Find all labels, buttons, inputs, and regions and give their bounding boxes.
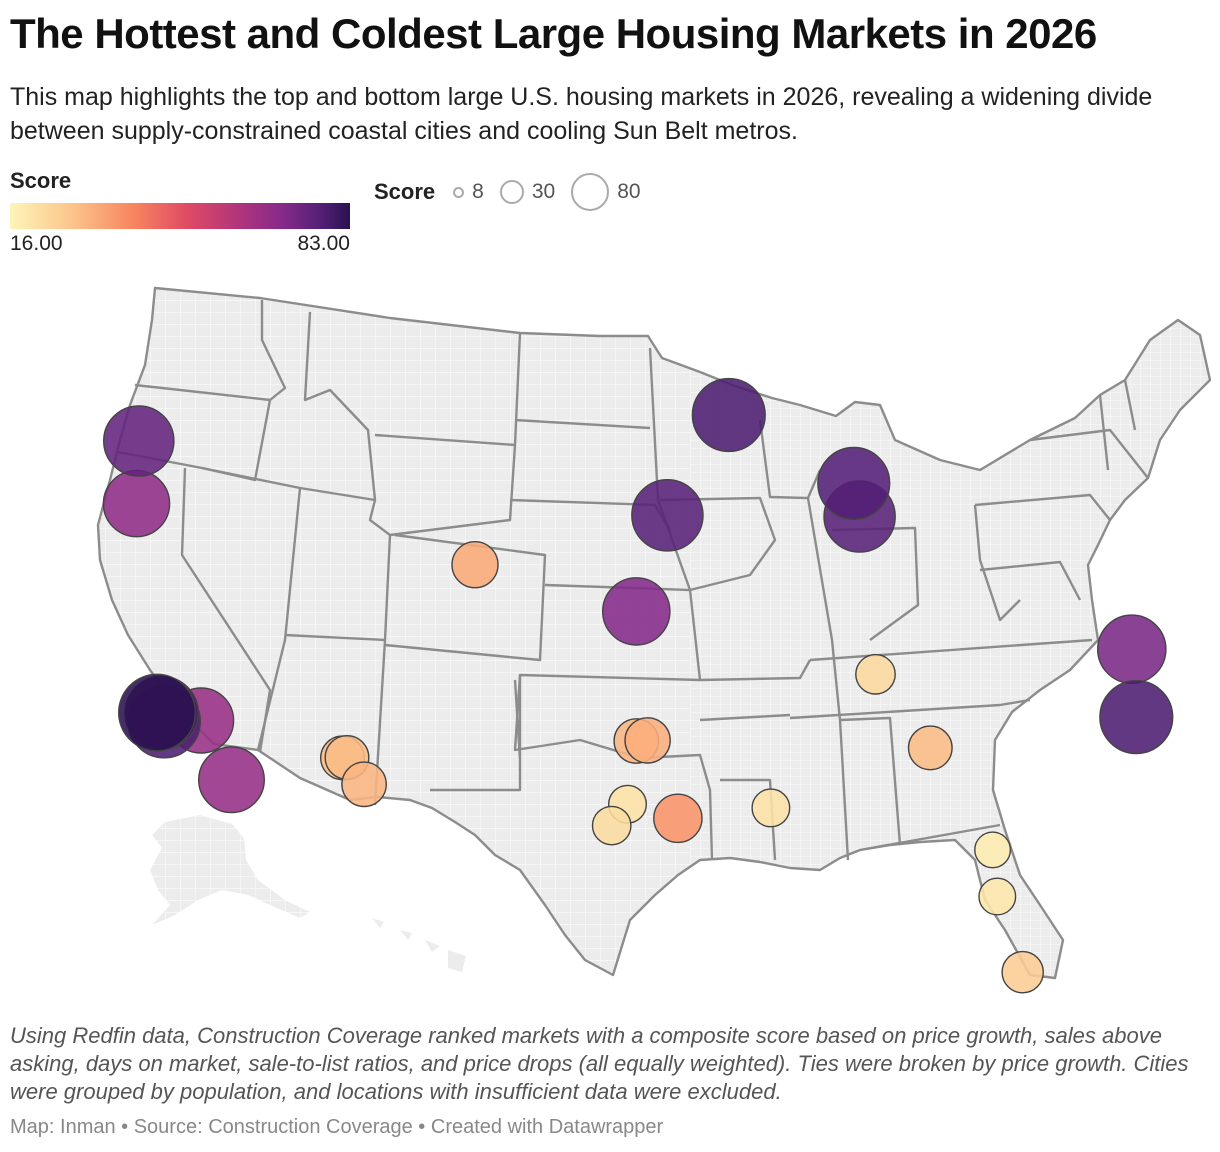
market-marker[interactable] — [631, 478, 704, 552]
size-legend: Score 8 30 80 — [374, 173, 657, 211]
color-legend-max: 83.00 — [297, 232, 350, 255]
market-marker[interactable] — [974, 831, 1012, 869]
state-borders — [96, 286, 1212, 980]
market-markers — [102, 377, 1174, 994]
market-marker[interactable] — [1097, 614, 1167, 685]
size-legend-item: 30 — [499, 180, 556, 204]
market-marker[interactable] — [978, 877, 1017, 916]
chart-description: This map highlights the top and bottom l… — [10, 83, 1153, 145]
market-marker[interactable] — [103, 405, 175, 477]
size-legend-label: 30 — [531, 180, 556, 203]
market-marker[interactable] — [1099, 679, 1174, 755]
size-legend-circle-large — [571, 173, 610, 211]
market-marker[interactable] — [624, 717, 671, 764]
us-county-map — [96, 286, 1212, 994]
market-marker[interactable] — [197, 746, 265, 814]
market-marker[interactable] — [602, 577, 671, 646]
hawaii-land — [372, 918, 466, 972]
market-marker[interactable] — [855, 653, 896, 695]
color-gradient-bar — [10, 203, 350, 229]
market-marker[interactable] — [817, 446, 891, 521]
size-legend-circle-small — [453, 186, 465, 198]
size-legend-label: 8 — [472, 180, 484, 203]
size-legend-label: 80 — [617, 180, 641, 203]
market-marker[interactable] — [691, 377, 766, 453]
color-legend-title: Score — [10, 168, 72, 193]
alaska-land — [150, 815, 310, 925]
methodology-notes: Using Redfin data, Construction Coverage… — [10, 1023, 1189, 1104]
color-legend-min: 16.00 — [10, 232, 63, 255]
market-marker[interactable] — [653, 793, 703, 844]
color-legend: Score 16.00 83.00 — [10, 168, 352, 256]
market-marker[interactable] — [341, 761, 387, 808]
market-marker[interactable] — [591, 805, 632, 846]
size-legend-title: Score — [374, 179, 436, 204]
market-marker[interactable] — [1001, 950, 1045, 994]
market-marker[interactable] — [102, 469, 171, 538]
market-marker[interactable] — [751, 788, 791, 828]
market-marker[interactable] — [117, 673, 196, 752]
market-marker[interactable] — [907, 725, 953, 771]
chart-title: The Hottest and Coldest Large Housing Ma… — [10, 10, 1097, 57]
market-marker[interactable] — [451, 541, 499, 589]
size-legend-circle-medium — [499, 180, 524, 204]
size-legend-item: 80 — [571, 173, 641, 211]
source-byline: Map: Inman • Source: Construction Covera… — [10, 1116, 664, 1138]
size-legend-item: 8 — [453, 180, 484, 204]
